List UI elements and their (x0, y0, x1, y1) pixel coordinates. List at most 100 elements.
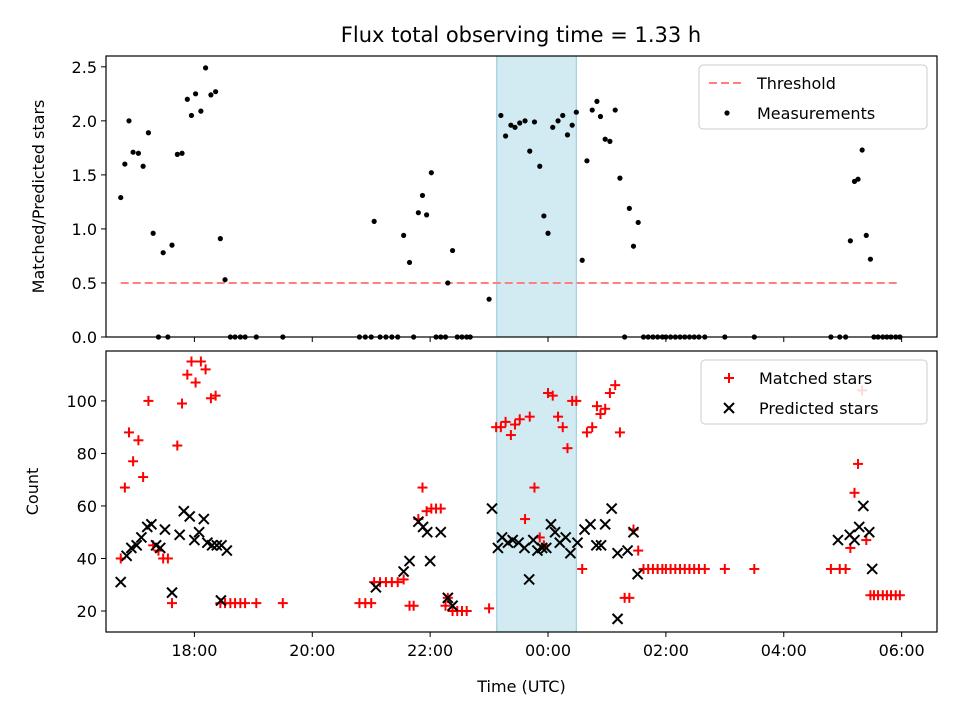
highlight-band (496, 55, 577, 338)
predicted-star-marker-b (424, 555, 436, 567)
matched-star-marker (861, 535, 872, 546)
legend: Threshold Measurements (698, 64, 928, 130)
predicted-star-marker (115, 576, 127, 588)
matched-star-marker (177, 398, 188, 409)
predicted-star-marker-b (590, 539, 603, 552)
matched-star-marker (514, 414, 525, 425)
predicted-star-marker (621, 544, 634, 557)
measurement-point (545, 230, 551, 236)
predicted-star-marker-b (857, 500, 870, 512)
measurement-point (371, 218, 377, 224)
measurement-point (564, 132, 571, 138)
predicted-star-marker-b (215, 539, 228, 552)
matched-star-marker (200, 364, 211, 375)
matched-star-marker (510, 419, 521, 430)
measurement-point (541, 213, 547, 219)
measurement-point (589, 107, 595, 113)
measurement-point (847, 238, 853, 244)
measurement-point (612, 107, 618, 113)
predicted-star-marker-b (848, 534, 861, 546)
predicted-star-marker (590, 539, 603, 552)
predicted-star-marker-b (120, 550, 133, 562)
predicted-star-marker (193, 526, 205, 538)
measurement-point (406, 259, 413, 266)
measurement-point (550, 124, 556, 130)
predicted-star-marker (518, 542, 531, 554)
matched-star-marker (529, 482, 540, 493)
predicted-star-marker-b (188, 534, 201, 546)
predicted-star-marker (599, 518, 611, 531)
predicted-star-marker-b (540, 542, 552, 554)
measurement-point (617, 175, 623, 181)
x-tick-label: 22:00 (407, 641, 453, 660)
measurement-point (126, 118, 132, 124)
x-tick-label: 04:00 (761, 641, 807, 660)
predicted-star-marker-b (370, 581, 382, 594)
measurement-point (635, 219, 641, 226)
predicted-star-marker (584, 518, 597, 531)
predicted-star-marker (545, 518, 557, 531)
measurement-point (401, 232, 407, 239)
matched-star-marker (699, 563, 710, 574)
predicted-star-marker (206, 539, 218, 552)
predicted-star-marker (435, 526, 447, 538)
measurement-point (217, 236, 223, 242)
x-tick-label: 18:00 (171, 641, 217, 660)
legend-measurements-swatch (724, 110, 730, 116)
matched-star-marker (195, 356, 206, 367)
measurement-point (508, 122, 514, 128)
y-tick-label: 0.0 (72, 328, 97, 347)
x-axis-label: Time (UTC) (476, 677, 565, 696)
measurement-point (602, 136, 608, 142)
matched-star-marker (240, 598, 251, 609)
measurement-point (419, 192, 426, 199)
predicted-star-marker-b (832, 534, 844, 546)
top-panel: 0.0 0.5 1.0 1.5 2.0 2.5 Matched/Predicted star… (29, 55, 938, 347)
predicted-star-marker-b (611, 613, 624, 625)
y-tick-label: 2.5 (72, 58, 97, 77)
predicted-star-marker-b (198, 513, 210, 525)
predicted-star-marker (627, 526, 640, 538)
predicted-star-marker-b (512, 537, 525, 549)
predicted-star-marker (397, 565, 410, 578)
matched-star-marker (853, 458, 864, 469)
predicted-star-marker-b (130, 539, 143, 552)
highlight-band (496, 350, 577, 633)
predicted-star-marker-b (571, 537, 584, 549)
predicted-star-marker (154, 542, 166, 554)
measurement-point (130, 149, 136, 155)
measurement-point (531, 119, 538, 125)
predicted-star-marker (611, 547, 624, 559)
predicted-star-marker (863, 526, 875, 538)
matched-star-marker (749, 563, 760, 574)
predicted-star-marker-b (518, 542, 531, 554)
predicted-star-marker (540, 542, 552, 554)
matched-star-marker (633, 545, 644, 556)
predicted-star-marker-b (863, 526, 875, 538)
matched-star-marker (190, 377, 201, 388)
measurement-point (140, 163, 146, 169)
measurement-point (522, 118, 528, 124)
matched-star-marker (392, 577, 403, 588)
predicted-star-marker-b (559, 531, 572, 544)
legend: Matched stars Predicted stars (700, 359, 928, 425)
predicted-star-marker-b (853, 521, 865, 533)
axes-frame (105, 55, 938, 338)
predicted-star-marker (853, 521, 865, 533)
measurement-point (859, 147, 865, 153)
predicted-star-marker (424, 555, 436, 567)
predicted-star-marker-b (506, 534, 519, 546)
matched-star-marker (581, 427, 592, 438)
matched-star-marker (277, 598, 288, 609)
predicted-star-marker-b (201, 537, 214, 549)
predicted-star-marker-b (159, 523, 171, 536)
predicted-star-marker (215, 594, 227, 607)
axes-frame (105, 350, 938, 633)
predicted-star-marker-b (536, 542, 548, 554)
predicted-star-marker-b (605, 502, 618, 515)
figure-title: Flux total observing time = 1.33 h (341, 23, 701, 47)
measurement-point (213, 89, 219, 95)
measurement-point (498, 112, 504, 119)
measurement-point (424, 212, 430, 218)
